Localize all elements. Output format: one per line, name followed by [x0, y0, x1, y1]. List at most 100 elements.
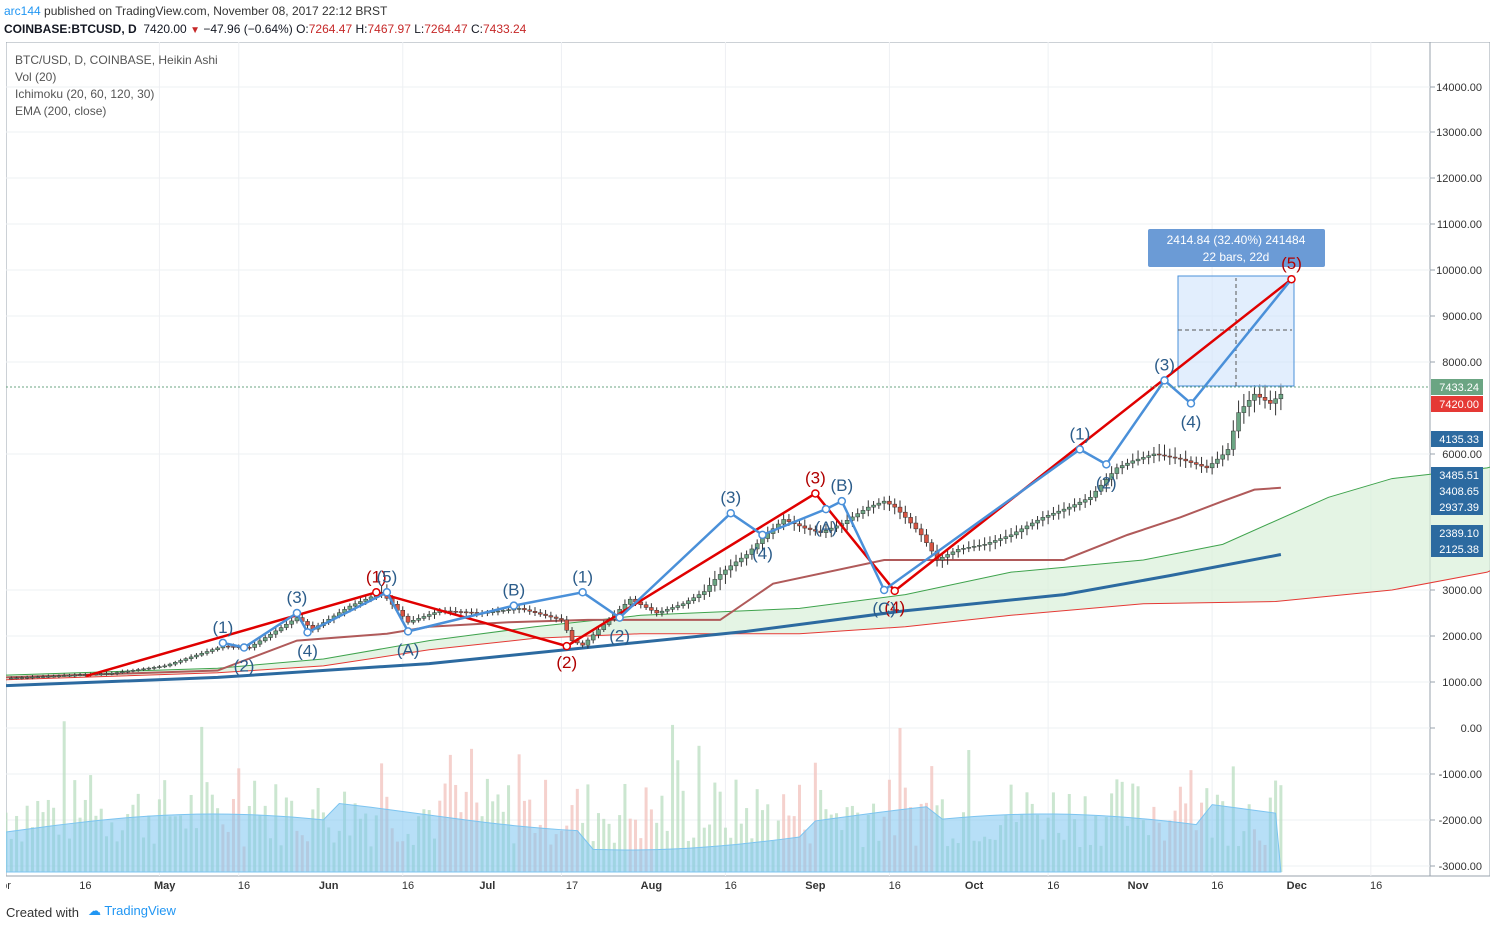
candle-body	[426, 614, 432, 617]
candle-body	[51, 675, 56, 678]
candle-body	[987, 542, 993, 545]
candle-body	[945, 554, 950, 558]
blue-wave-label: (1)	[212, 618, 233, 637]
candle-body	[1273, 398, 1278, 404]
candle-body	[289, 620, 294, 625]
x-tick-label: Jul	[479, 880, 495, 892]
candle-body	[866, 506, 871, 511]
candle-body	[1236, 412, 1241, 432]
candle-body	[352, 603, 358, 607]
candle-body	[35, 676, 40, 679]
candle-body	[151, 667, 157, 669]
y-tick-label: 9000.00	[1442, 311, 1482, 323]
x-tick-label: 16	[1047, 880, 1059, 892]
candle-body	[702, 591, 707, 595]
candle-body	[580, 642, 585, 646]
candle-body	[1035, 519, 1040, 524]
close-label: C:	[470, 22, 483, 36]
red-wave-point	[890, 586, 899, 596]
candle-body	[680, 603, 686, 606]
blue-wave-point	[292, 608, 302, 618]
candle-body	[627, 598, 633, 605]
candle-body	[1141, 457, 1146, 460]
blue-wave-label: (3)	[287, 588, 308, 607]
x-tick-label: Jun	[319, 880, 339, 892]
x-tick-label: or	[6, 880, 11, 892]
candle-body	[559, 618, 564, 621]
candle-body	[564, 619, 569, 631]
price-badge-label: 3408.65	[1439, 486, 1479, 498]
candle-body	[157, 666, 162, 668]
high-label: H:	[355, 22, 368, 36]
candle-body	[855, 513, 860, 518]
candle-body	[659, 610, 665, 614]
candle-body	[178, 660, 183, 663]
blue-wave-label: (1)	[572, 567, 593, 586]
candle-body	[1082, 499, 1088, 503]
candle-body	[24, 677, 30, 679]
low-label: L:	[414, 22, 425, 36]
legend-volume[interactable]: Vol (20)	[15, 70, 57, 84]
candle-body	[9, 677, 14, 680]
blue-wave-point	[382, 588, 392, 597]
volume-bar	[470, 748, 474, 872]
price-badge	[1431, 525, 1483, 541]
blue-wave-label: (B)	[503, 581, 526, 600]
blue-wave-point	[1186, 399, 1196, 408]
candle-body	[1220, 454, 1225, 460]
candle-body	[56, 675, 62, 678]
candle-body	[347, 605, 353, 610]
blue-wave-label: (4)	[752, 544, 773, 563]
author-link[interactable]: arc144	[4, 4, 41, 18]
candle-body	[252, 643, 257, 648]
candle-body	[691, 597, 696, 601]
ichimoku-span-b	[6, 570, 1490, 681]
candle-body	[543, 613, 548, 616]
candle-body	[918, 528, 924, 536]
candle-body	[120, 671, 125, 674]
volume-bar	[644, 787, 648, 872]
created-with-text: Created with	[6, 905, 79, 920]
candle-body	[1045, 515, 1051, 518]
candle-body	[173, 662, 178, 665]
candle-body	[723, 569, 728, 575]
candle-body	[167, 663, 173, 667]
blue-wave-label: (5)	[376, 567, 397, 586]
candle-body	[649, 607, 654, 611]
blue-wave-point	[578, 588, 587, 597]
price-badge	[1431, 483, 1483, 499]
candle-body	[908, 517, 913, 524]
candle-body	[210, 649, 215, 652]
candle-body	[717, 574, 723, 580]
tradingview-logo[interactable]: ☁ TradingView	[88, 903, 176, 919]
price-badge-label: 3485.51	[1439, 470, 1479, 482]
candle-body	[1056, 510, 1061, 514]
candle-body	[532, 611, 538, 613]
legend-main[interactable]: BTC/USD, D, COINBASE, Heikin Ashi	[15, 53, 218, 67]
blue-wave-point	[509, 601, 519, 610]
red-wave-label: (5)	[1281, 254, 1302, 273]
volume-ma-area	[6, 802, 1282, 873]
candle-body	[707, 585, 712, 592]
price-badge	[1431, 467, 1483, 483]
candle-body	[416, 618, 421, 621]
volume-bar	[602, 818, 606, 872]
candle-body	[1162, 454, 1167, 457]
legend-ichimoku[interactable]: Ichimoku (20, 60, 120, 30)	[15, 87, 155, 101]
candle-body	[1077, 501, 1083, 505]
blue-wave-label: (3)	[1154, 355, 1175, 374]
candle-body	[1278, 393, 1284, 400]
candle-body	[929, 542, 934, 552]
legend-ema[interactable]: EMA (200, close)	[15, 104, 107, 118]
candle-body	[1268, 400, 1273, 404]
price-badge-label: 7420.00	[1439, 399, 1479, 411]
ohlc-line: COINBASE:BTCUSD, D 7420.00 ▼ −47.96 (−0.…	[4, 22, 526, 36]
candle-body	[744, 554, 749, 559]
candle-body	[1172, 456, 1178, 459]
y-tick-label: 10000.00	[1436, 265, 1482, 277]
volume-bar	[62, 721, 66, 872]
price-badge-label: 2937.39	[1439, 502, 1479, 514]
blue-wave-point	[239, 643, 249, 652]
candle-body	[1130, 460, 1136, 464]
